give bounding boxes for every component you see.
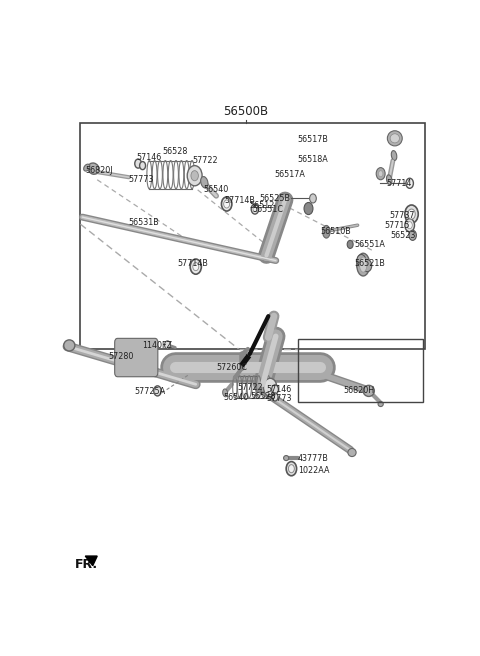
Circle shape: [251, 204, 259, 214]
Text: 43777B: 43777B: [298, 454, 329, 463]
Text: 56521B: 56521B: [354, 258, 385, 268]
Polygon shape: [85, 556, 97, 565]
Circle shape: [193, 262, 199, 271]
Ellipse shape: [360, 257, 367, 272]
Circle shape: [264, 379, 277, 396]
Text: 57715: 57715: [384, 220, 410, 230]
Circle shape: [253, 207, 257, 212]
Text: 56820J: 56820J: [85, 166, 113, 175]
Circle shape: [406, 178, 413, 188]
Ellipse shape: [357, 253, 370, 276]
Text: 56820H: 56820H: [344, 386, 374, 396]
Circle shape: [408, 209, 415, 219]
Circle shape: [190, 259, 202, 274]
Circle shape: [347, 240, 353, 249]
Text: 57773: 57773: [129, 175, 155, 184]
Text: 57714B: 57714B: [225, 196, 255, 205]
Ellipse shape: [348, 449, 356, 457]
Text: 56540: 56540: [203, 186, 228, 194]
Circle shape: [154, 386, 161, 396]
Ellipse shape: [201, 176, 208, 188]
Text: FR.: FR.: [75, 558, 98, 571]
Text: 57773: 57773: [266, 394, 292, 403]
Text: 56523: 56523: [390, 231, 415, 240]
Ellipse shape: [284, 455, 289, 461]
Text: 56512: 56512: [250, 201, 275, 209]
Ellipse shape: [386, 175, 392, 184]
Ellipse shape: [378, 401, 383, 407]
Text: 57737: 57737: [390, 211, 415, 220]
Text: 56525B: 56525B: [260, 194, 290, 203]
Circle shape: [221, 197, 232, 211]
Text: 1022AA: 1022AA: [298, 466, 330, 475]
Ellipse shape: [391, 151, 397, 161]
Circle shape: [272, 393, 278, 401]
Circle shape: [272, 385, 278, 394]
Circle shape: [288, 464, 294, 473]
Ellipse shape: [84, 164, 90, 171]
Circle shape: [405, 205, 418, 223]
Text: 56518A: 56518A: [297, 155, 328, 164]
Text: 56517A: 56517A: [275, 170, 305, 179]
Text: 56528: 56528: [251, 392, 276, 401]
Text: 56551C: 56551C: [252, 205, 283, 214]
Text: 1140FZ: 1140FZ: [142, 341, 172, 350]
Text: 57146: 57146: [136, 152, 161, 161]
Text: 57146: 57146: [267, 385, 292, 394]
Text: 56500B: 56500B: [223, 104, 269, 117]
Circle shape: [409, 230, 416, 240]
Text: 56531B: 56531B: [129, 218, 159, 227]
Ellipse shape: [223, 389, 228, 397]
Text: 57714: 57714: [386, 179, 411, 188]
Circle shape: [165, 341, 170, 349]
Circle shape: [407, 222, 412, 229]
Text: 57722: 57722: [238, 383, 264, 392]
Circle shape: [357, 255, 366, 266]
Ellipse shape: [64, 340, 75, 351]
Ellipse shape: [387, 131, 402, 146]
Text: 57722: 57722: [192, 156, 218, 165]
Text: 57280: 57280: [108, 352, 134, 361]
Text: 57260C: 57260C: [216, 363, 247, 372]
Circle shape: [286, 462, 297, 476]
Circle shape: [405, 218, 415, 232]
Text: 56528: 56528: [162, 148, 188, 157]
Circle shape: [378, 171, 383, 176]
Circle shape: [135, 159, 142, 168]
Bar: [81, 123, 424, 349]
Text: 56551A: 56551A: [354, 240, 385, 249]
Ellipse shape: [390, 134, 399, 143]
FancyBboxPatch shape: [115, 338, 158, 377]
Text: 56510B: 56510B: [321, 227, 351, 236]
Ellipse shape: [363, 385, 374, 396]
Text: 57725A: 57725A: [134, 388, 166, 396]
Ellipse shape: [323, 226, 330, 238]
Circle shape: [363, 260, 372, 272]
Text: 56540: 56540: [223, 394, 248, 402]
Circle shape: [140, 161, 145, 170]
Text: 57714B: 57714B: [177, 258, 208, 268]
Circle shape: [310, 194, 316, 203]
Circle shape: [376, 168, 385, 180]
Circle shape: [191, 171, 198, 181]
Ellipse shape: [88, 163, 99, 174]
Circle shape: [224, 200, 229, 208]
Bar: [298, 339, 423, 402]
Circle shape: [304, 203, 313, 215]
Circle shape: [187, 165, 202, 186]
Text: 56517B: 56517B: [297, 135, 328, 144]
